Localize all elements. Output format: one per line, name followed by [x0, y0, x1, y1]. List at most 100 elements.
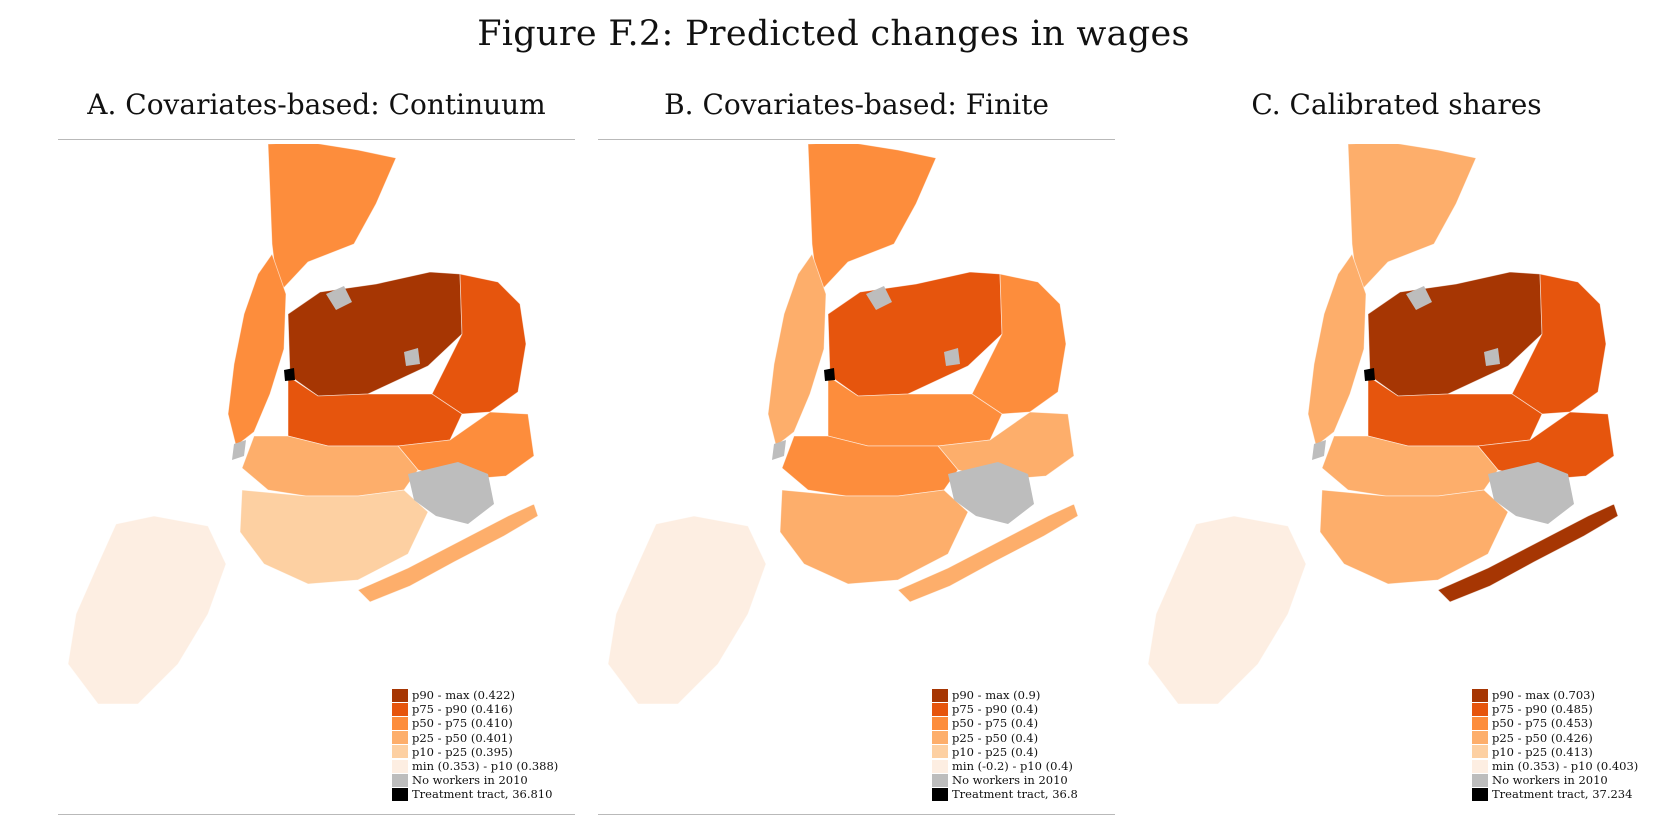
region-brooklyn-south: [1319, 489, 1509, 585]
legend-swatch: [1472, 788, 1488, 802]
legend-entry: p25 - p50 (0.426): [1472, 731, 1638, 745]
region-staten-island: [1147, 515, 1307, 704]
legend-swatch: [392, 788, 408, 802]
legend-entry: No workers in 2010: [1472, 773, 1638, 787]
legend-label: p75 - p90 (0.416): [412, 702, 513, 717]
no-workers-area: [1488, 462, 1574, 524]
panel-title: C. Calibrated shares: [1251, 88, 1542, 121]
panel-bottom-rule: [598, 814, 1115, 815]
legend-swatch: [932, 759, 948, 773]
region-staten-island: [607, 515, 767, 704]
map-legend: p90 - max (0.422) p75 - p90 (0.416) p50 - …: [392, 688, 558, 802]
panel-top-rule: [598, 139, 1115, 140]
no-workers-area: [326, 286, 352, 310]
legend-label: p90 - max (0.703): [1492, 688, 1595, 702]
legend-entry: p10 - p25 (0.395): [392, 745, 558, 759]
no-workers-area: [944, 348, 960, 366]
legend-entry: p90 - max (0.703): [1472, 688, 1638, 702]
legend-entry: p10 - p25 (0.413): [1472, 745, 1638, 759]
no-workers-area: [948, 462, 1034, 524]
legend-label: p75 - p90 (0.4): [952, 702, 1039, 717]
panel-title: A. Covariates-based: Continuum: [87, 88, 546, 121]
choropleth-map: [607, 144, 1079, 704]
legend-label: p90 - max (0.422): [412, 688, 515, 702]
region-bronx: [267, 144, 397, 295]
panel-bottom-rule: [58, 814, 575, 815]
legend-label: Treatment tract, 36.810: [412, 787, 553, 802]
legend-entry: p75 - p90 (0.416): [392, 702, 558, 716]
legend-label: Treatment tract, 36.8: [952, 787, 1078, 802]
legend-swatch: [1472, 759, 1488, 773]
no-workers-area: [232, 440, 246, 460]
legend-swatch: [932, 688, 948, 702]
legend-swatch: [392, 702, 408, 716]
region-bronx: [1347, 144, 1477, 295]
no-workers-area: [1312, 440, 1326, 460]
legend-swatch: [932, 702, 948, 716]
legend-entry: No workers in 2010: [932, 773, 1078, 787]
legend-label: p10 - p25 (0.395): [412, 744, 513, 759]
legend-entry: p50 - p75 (0.410): [392, 716, 558, 730]
panel-top-rule: [58, 139, 575, 140]
legend-swatch: [392, 731, 408, 745]
no-workers-area: [408, 462, 494, 524]
legend-entry: min (0.353) - p10 (0.403): [1472, 759, 1638, 773]
treatment-tract: [284, 368, 295, 381]
legend-entry: No workers in 2010: [392, 773, 558, 787]
choropleth-map: [67, 144, 539, 704]
legend-label: No workers in 2010: [412, 773, 528, 788]
legend-label: min (0.353) - p10 (0.403): [1492, 759, 1639, 774]
legend-swatch: [932, 745, 948, 759]
panel-title: B. Covariates-based: Finite: [664, 88, 1049, 121]
region-manhattan: [227, 253, 287, 447]
legend-label: p50 - p75 (0.453): [1492, 716, 1593, 731]
legend-entry: p10 - p25 (0.4): [932, 745, 1078, 759]
legend-swatch: [932, 773, 948, 787]
legend-swatch: [392, 745, 408, 759]
region-queens-north: [287, 271, 463, 397]
legend-label: min (0.353) - p10 (0.388): [412, 759, 559, 774]
map-legend: p90 - max (0.703) p75 - p90 (0.485) p50 - …: [1472, 688, 1638, 802]
region-brooklyn-south: [239, 489, 429, 585]
legend-label: Treatment tract, 37.234: [1492, 787, 1633, 802]
legend-swatch: [1472, 745, 1488, 759]
legend-swatch: [392, 717, 408, 730]
no-workers-area: [1406, 286, 1432, 310]
region-manhattan: [1307, 253, 1367, 447]
no-workers-area: [772, 440, 786, 460]
legend-swatch: [1472, 717, 1488, 730]
legend-swatch: [392, 759, 408, 773]
legend-swatch: [1472, 702, 1488, 716]
treatment-tract: [1364, 368, 1375, 381]
region-queens-north: [1367, 271, 1543, 397]
legend-entry: p50 - p75 (0.4): [932, 716, 1078, 730]
treatment-tract: [824, 368, 835, 381]
region-bronx: [807, 144, 937, 295]
legend-entry: min (-0.2) - p10 (0.4): [932, 759, 1078, 773]
legend-label: p25 - p50 (0.4): [952, 730, 1039, 745]
region-staten-island: [67, 515, 227, 704]
legend-label: p10 - p25 (0.4): [952, 744, 1039, 759]
no-workers-area: [404, 348, 420, 366]
legend-swatch: [932, 731, 948, 745]
panel-a: A. Covariates-based: Continuum p90 - max…: [58, 82, 575, 817]
region-rockaway: [897, 503, 1079, 603]
region-queens-east: [971, 273, 1067, 415]
legend-swatch: [1472, 731, 1488, 745]
legend-swatch: [1472, 688, 1488, 702]
legend-entry: p50 - p75 (0.453): [1472, 716, 1638, 730]
legend-label: p90 - max (0.9): [952, 688, 1041, 702]
legend-swatch: [1472, 773, 1488, 787]
no-workers-area: [1484, 348, 1500, 366]
legend-entry: p75 - p90 (0.4): [932, 702, 1078, 716]
legend-entry: p25 - p50 (0.401): [392, 731, 558, 745]
legend-label: min (-0.2) - p10 (0.4): [952, 759, 1073, 774]
legend-label: p10 - p25 (0.413): [1492, 744, 1593, 759]
region-brooklyn-south: [779, 489, 969, 585]
legend-label: p50 - p75 (0.4): [952, 716, 1039, 731]
legend-swatch: [392, 688, 408, 702]
legend-entry: min (0.353) - p10 (0.388): [392, 759, 558, 773]
figure-title: Figure F.2: Predicted changes in wages: [477, 14, 1190, 54]
legend-swatch: [932, 788, 948, 802]
legend-entry: p25 - p50 (0.4): [932, 731, 1078, 745]
